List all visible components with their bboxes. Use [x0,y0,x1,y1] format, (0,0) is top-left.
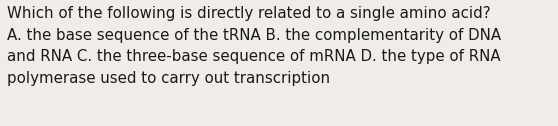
Text: Which of the following is directly related to a single amino acid?
A. the base s: Which of the following is directly relat… [7,6,501,86]
